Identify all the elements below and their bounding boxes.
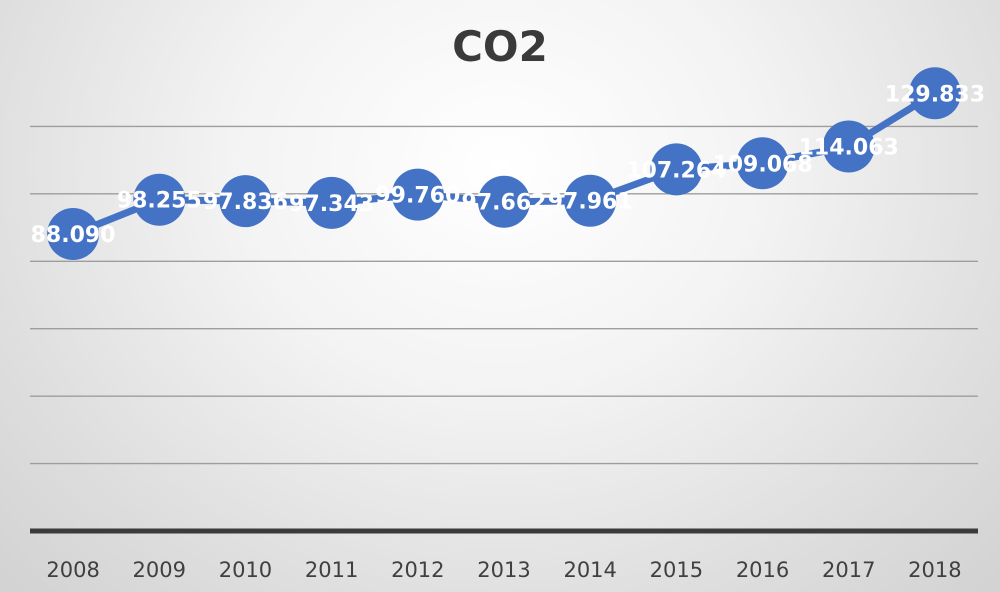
data-label-2016: 109.068 [712, 152, 812, 177]
data-label-2014: 97.961 [548, 190, 633, 215]
x-tick-label-2015: 2015 [650, 558, 703, 582]
data-point-2011 [305, 176, 358, 229]
marker-layer [47, 67, 961, 261]
data-label-2012: 99.760 [375, 184, 460, 209]
data-point-2013 [478, 175, 530, 228]
x-tick-layer: 2008 2009 2010 2011 2012 2013 2014 2015 2016 2017… [46, 558, 961, 582]
data-label-2018: 129.833 [885, 82, 985, 107]
x-tick-label-2016: 2016 [736, 558, 789, 582]
data-point-2014 [564, 174, 617, 227]
data-label-2011: 97.343 [289, 192, 374, 217]
data-label-2013: 97.662 [462, 191, 547, 216]
data-point-2010 [219, 175, 272, 228]
data-label-2008: 88.090 [31, 223, 116, 248]
data-point-2008 [47, 208, 100, 261]
grid-layer [30, 125, 978, 534]
x-tick-label-2009: 2009 [133, 558, 186, 582]
x-tick-label-2017: 2017 [822, 558, 875, 582]
data-label-2017: 114.063 [799, 135, 899, 160]
data-point-2015 [650, 143, 703, 196]
x-tick-label-2011: 2011 [305, 558, 358, 582]
data-point-2012 [391, 168, 444, 221]
data-point-2018 [908, 67, 961, 120]
data-point-2017 [822, 120, 875, 173]
data-label-2010: 97.836 [203, 190, 288, 215]
x-tick-label-2013: 2013 [477, 558, 530, 582]
x-tick-label-2018: 2018 [908, 558, 961, 582]
x-tick-label-2014: 2014 [563, 558, 616, 582]
x-tick-label-2010: 2010 [219, 558, 272, 582]
data-point-2009 [133, 173, 186, 226]
data-point-2016 [736, 137, 789, 190]
data-label-2015: 107.264 [626, 158, 726, 183]
chart-title: CO2 [452, 22, 548, 71]
x-tick-label-2012: 2012 [391, 558, 444, 582]
x-tick-label-2008: 2008 [46, 558, 99, 582]
data-label-2009: 98.255 [117, 189, 202, 214]
